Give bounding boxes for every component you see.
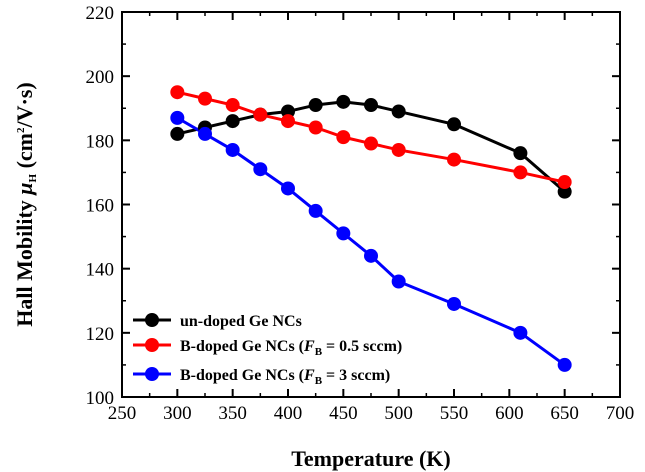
series-points bbox=[170, 85, 572, 372]
y-axis-title-symbol-sub: H bbox=[27, 173, 39, 182]
data-point bbox=[447, 296, 461, 311]
data-point bbox=[391, 274, 406, 289]
y-tick-label: 200 bbox=[86, 67, 115, 88]
y-axis-title-unit-sup: 2 bbox=[15, 127, 27, 133]
axes: 250 300 350 400 450 500 550 600 650 700 100 120 140 1… bbox=[86, 3, 635, 424]
data-point bbox=[308, 203, 323, 218]
data-point bbox=[198, 126, 212, 141]
y-tick-label: 100 bbox=[86, 388, 115, 409]
data-point bbox=[447, 152, 461, 167]
data-point bbox=[364, 136, 378, 151]
data-point bbox=[225, 114, 240, 129]
legend-label-pre: B-doped Ge NCs ( bbox=[180, 367, 304, 384]
data-point bbox=[225, 98, 240, 113]
x-axis-title: Temperature (K) bbox=[291, 446, 450, 471]
data-point bbox=[308, 120, 323, 135]
y-axis-title: Hall Mobility μH (cm2/V·s) bbox=[12, 82, 39, 326]
data-point bbox=[253, 162, 268, 177]
x-tick-label: 550 bbox=[440, 403, 469, 424]
data-point bbox=[253, 107, 268, 122]
legend-label: B-doped Ge NCs (FB = 3 sccm) bbox=[180, 367, 390, 387]
data-point bbox=[281, 114, 295, 129]
legend-label-var: F bbox=[303, 338, 315, 355]
legend-marker bbox=[145, 313, 159, 327]
data-point bbox=[557, 357, 572, 372]
data-point bbox=[364, 98, 378, 113]
legend-label-sub: B bbox=[315, 346, 323, 358]
data-point bbox=[364, 248, 378, 263]
x-tick-label: 650 bbox=[550, 403, 579, 424]
y-tick-label: 140 bbox=[86, 260, 115, 281]
legend-label-post: = 0.5 sccm) bbox=[322, 338, 402, 355]
legend-label-post: = 3 sccm) bbox=[322, 367, 390, 384]
data-point bbox=[391, 104, 406, 119]
data-point bbox=[513, 165, 528, 180]
x-tick-label: 400 bbox=[274, 403, 303, 424]
legend-marker bbox=[145, 338, 159, 352]
x-tick-label: 700 bbox=[606, 403, 635, 424]
data-point bbox=[336, 130, 351, 145]
data-point bbox=[557, 184, 572, 199]
y-axis-title-unit-open: (cm bbox=[12, 133, 37, 174]
legend-label-var: F bbox=[303, 367, 315, 384]
data-point bbox=[198, 91, 212, 106]
y-axis-title-symbol: μ bbox=[12, 182, 37, 195]
data-point bbox=[308, 98, 323, 113]
y-axis-title-unit-close: /V·s) bbox=[12, 82, 37, 128]
y-tick-label: 180 bbox=[86, 131, 115, 152]
x-tick-label: 350 bbox=[218, 403, 247, 424]
data-point bbox=[557, 175, 572, 190]
x-tick-label: 600 bbox=[495, 403, 524, 424]
data-point bbox=[281, 181, 295, 196]
y-axis-title-prefix: Hall Mobility bbox=[12, 195, 37, 327]
legend-label: B-doped Ge NCs (FB = 0.5 sccm) bbox=[180, 338, 402, 358]
y-tick-label: 160 bbox=[86, 196, 115, 217]
y-tick-label: 220 bbox=[86, 3, 115, 24]
legend-marker bbox=[145, 367, 159, 381]
x-tick-label: 300 bbox=[163, 403, 192, 424]
data-point bbox=[513, 146, 528, 161]
data-point bbox=[170, 85, 185, 100]
data-point bbox=[336, 226, 351, 241]
data-point bbox=[391, 142, 406, 157]
data-point bbox=[513, 325, 528, 340]
data-point bbox=[447, 117, 461, 132]
legend-label-pre: B-doped Ge NCs ( bbox=[180, 338, 304, 355]
y-tick-label: 120 bbox=[86, 324, 115, 345]
data-point bbox=[225, 142, 240, 157]
legend-label-sub: B bbox=[315, 375, 323, 387]
data-point bbox=[170, 110, 185, 125]
x-tick-label: 500 bbox=[384, 403, 413, 424]
x-tick-label: 450 bbox=[329, 403, 358, 424]
data-point bbox=[336, 94, 351, 109]
data-point bbox=[281, 104, 295, 119]
legend-label: un-doped Ge NCs bbox=[180, 313, 302, 330]
data-point bbox=[170, 126, 185, 141]
x-tick-label: 250 bbox=[108, 403, 137, 424]
